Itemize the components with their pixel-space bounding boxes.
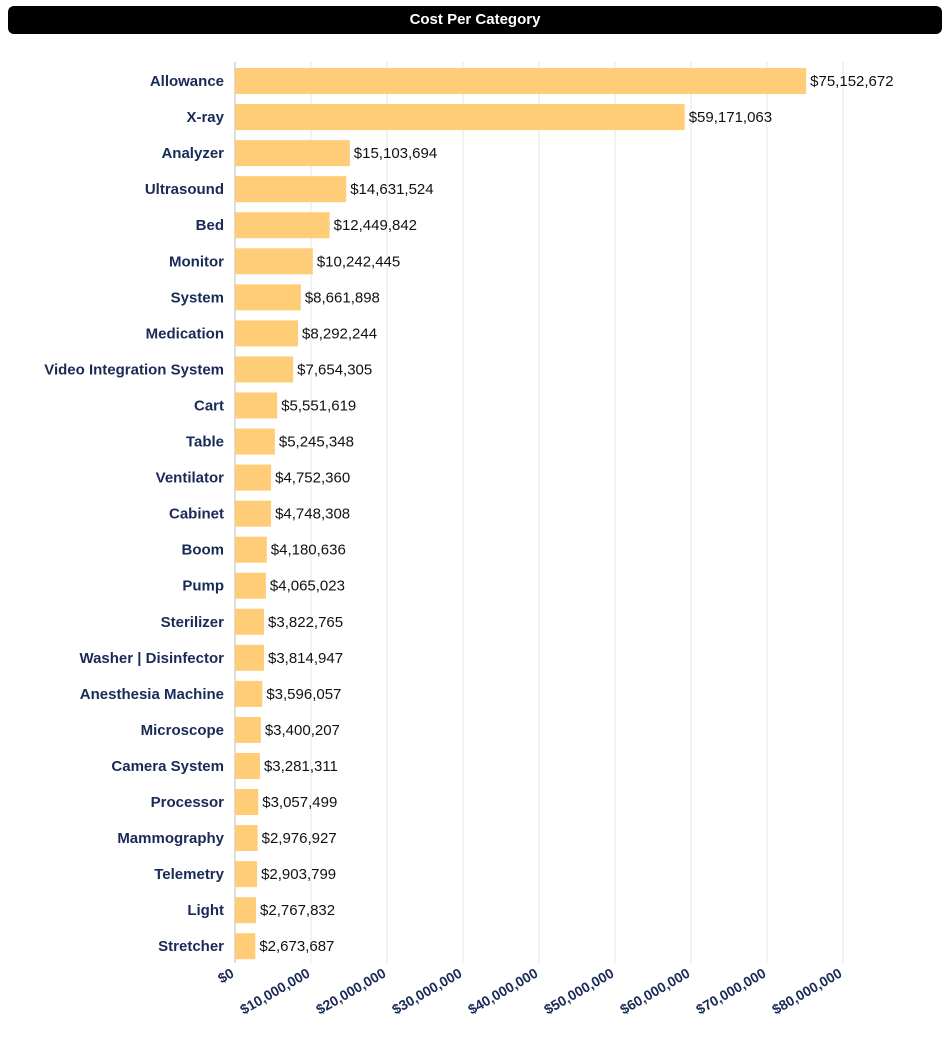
category-label: Boom [182, 542, 225, 559]
category-label: Microscope [141, 722, 224, 739]
value-label: $8,661,898 [305, 289, 380, 306]
category-label: System [171, 289, 224, 306]
value-label: $3,281,311 [264, 758, 338, 775]
bar [235, 392, 278, 419]
x-tick-label: $60,000,000 [617, 965, 693, 1018]
value-label: $12,449,842 [334, 217, 417, 234]
x-tick-label: $40,000,000 [465, 965, 541, 1018]
value-label: $15,103,694 [354, 145, 437, 162]
bar [235, 428, 275, 455]
category-label: Medication [146, 325, 224, 342]
category-label: Stretcher [158, 938, 224, 955]
category-label: Washer | Disinfector [79, 650, 224, 667]
x-tick-label: $20,000,000 [313, 965, 389, 1018]
category-label: Cabinet [169, 506, 224, 523]
x-tick-label: $10,000,000 [237, 965, 313, 1018]
category-labels: Allowance X-ray Analyzer Ultrasound Bed Monit… [44, 73, 224, 955]
bar [235, 284, 301, 311]
value-label: $4,065,023 [270, 578, 345, 595]
bar [235, 608, 265, 635]
category-label: Light [187, 902, 224, 919]
value-label: $2,767,832 [260, 902, 335, 919]
category-label: Pump [182, 578, 224, 595]
x-tick-label: $80,000,000 [769, 965, 845, 1018]
bar [235, 716, 261, 743]
category-label: Sterilizer [161, 614, 225, 631]
value-label: $3,057,499 [262, 794, 337, 811]
value-labels: $75,152,672 $59,171,063 $15,103,694 $14,631… [259, 73, 893, 955]
value-label: $4,752,360 [275, 470, 350, 487]
value-label: $3,596,057 [266, 686, 341, 703]
x-axis-ticks: $0 $10,000,000 $20,000,000 $30,000,000 $40,0… [215, 965, 845, 1018]
value-label: $3,400,207 [265, 722, 340, 739]
bar [235, 644, 264, 671]
value-label: $75,152,672 [810, 73, 893, 90]
category-label: Analyzer [161, 145, 224, 162]
x-tick-label: $50,000,000 [541, 965, 617, 1018]
category-label: Mammography [117, 830, 224, 847]
bar [235, 680, 263, 707]
value-label: $5,551,619 [281, 397, 356, 414]
x-tick-label: $70,000,000 [693, 965, 769, 1018]
category-label: Bed [196, 217, 224, 234]
bar [235, 320, 299, 347]
category-label: Table [186, 434, 224, 451]
value-label: $3,822,765 [268, 614, 343, 631]
bar [235, 104, 685, 131]
value-label: $3,814,947 [268, 650, 343, 667]
value-label: $5,245,348 [279, 434, 354, 451]
chart-title: Cost Per Category [8, 6, 942, 34]
bar [235, 248, 313, 275]
bar [235, 464, 272, 491]
bar [235, 536, 267, 563]
category-label: Monitor [169, 253, 224, 270]
category-label: Processor [151, 794, 225, 811]
value-label: $2,673,687 [259, 938, 334, 955]
category-label: Ventilator [156, 470, 225, 487]
bar [235, 897, 257, 924]
bar [235, 176, 347, 203]
value-label: $59,171,063 [689, 109, 772, 126]
bar [235, 752, 260, 779]
category-label: Video Integration System [44, 361, 224, 378]
bar [235, 356, 294, 383]
value-label: $8,292,244 [302, 325, 377, 342]
value-label: $2,976,927 [262, 830, 337, 847]
bar [235, 789, 259, 816]
category-label: Allowance [150, 73, 224, 90]
value-label: $2,903,799 [261, 866, 336, 883]
bar [235, 933, 256, 960]
value-label: $14,631,524 [350, 181, 433, 198]
x-tick-label: $30,000,000 [389, 965, 465, 1018]
category-label: Ultrasound [145, 181, 224, 198]
value-label: $10,242,445 [317, 253, 400, 270]
x-tick-label: $0 [215, 965, 237, 987]
bar [235, 861, 258, 888]
bar [235, 140, 350, 167]
bar [235, 825, 258, 852]
category-label: Camera System [111, 758, 224, 775]
value-label: $4,748,308 [275, 506, 350, 523]
bar [235, 68, 807, 95]
value-label: $7,654,305 [297, 361, 372, 378]
category-label: X-ray [186, 109, 224, 126]
value-label: $4,180,636 [271, 542, 346, 559]
category-label: Anesthesia Machine [80, 686, 224, 703]
bars [235, 68, 807, 960]
bar [235, 500, 272, 527]
bar [235, 212, 330, 239]
category-label: Cart [194, 397, 224, 414]
bar [235, 572, 266, 599]
category-label: Telemetry [154, 866, 224, 883]
